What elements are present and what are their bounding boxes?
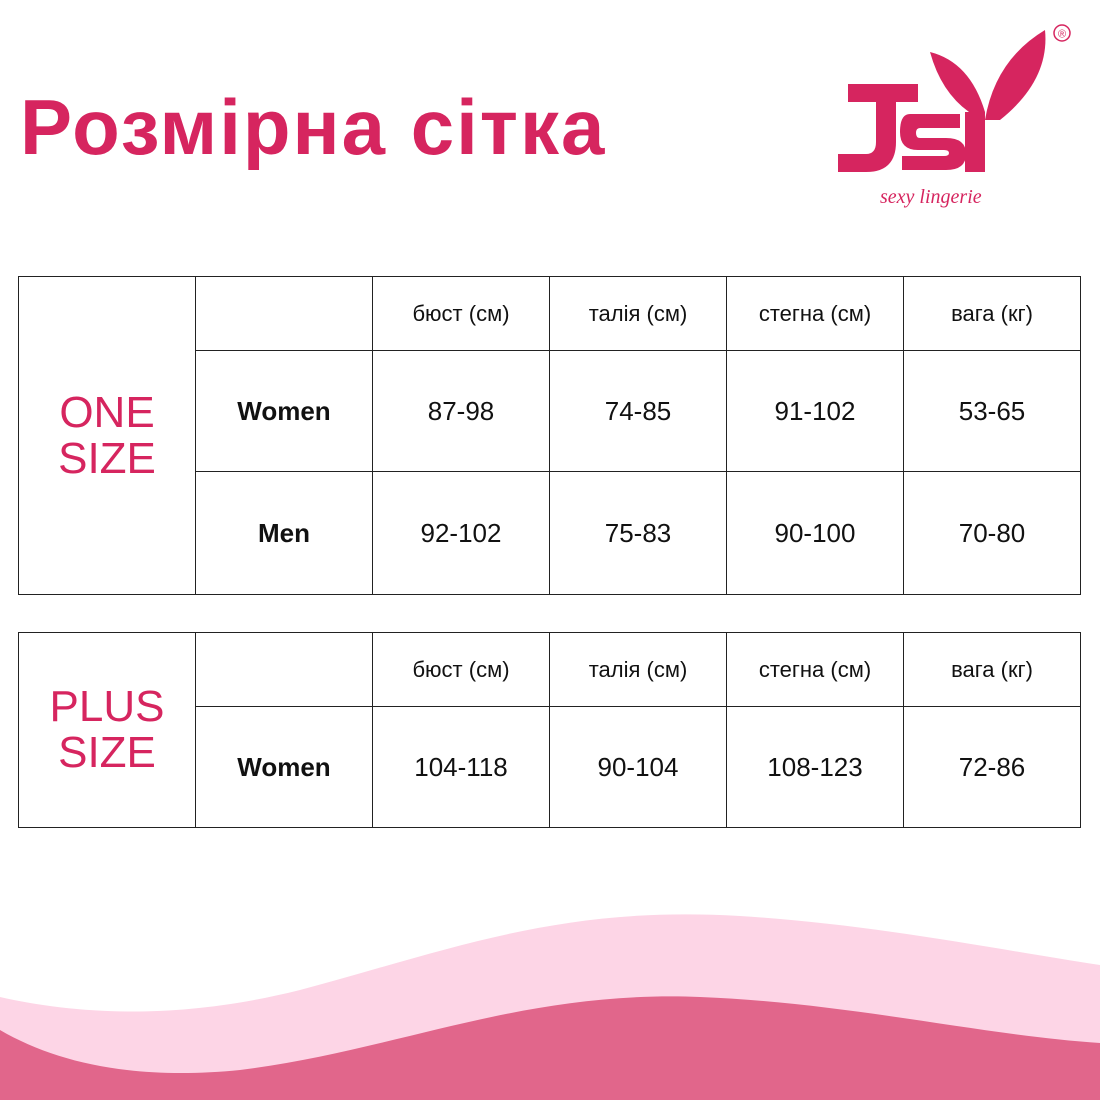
plus-size-table: PLUS SIZE бюст (см) талія (см) стегна (см… bbox=[18, 632, 1081, 828]
empty-header-cell bbox=[195, 276, 373, 351]
cell: 92-102 bbox=[372, 471, 550, 595]
jsy-logo: ® sexy lingerie bbox=[838, 24, 1071, 208]
one-size-label: ONE SIZE bbox=[18, 276, 196, 595]
column-header: вага (кг) bbox=[903, 276, 1081, 351]
column-header: стегна (см) bbox=[726, 632, 904, 707]
row-label: Women bbox=[195, 706, 373, 828]
cell: 72-86 bbox=[903, 706, 1081, 828]
page-title: Розмірна сітка bbox=[20, 83, 607, 171]
table-row: Men 92-102 75-83 90-100 70-80 bbox=[19, 471, 1081, 595]
logo-tagline: sexy lingerie bbox=[880, 186, 982, 208]
one-size-table: ONE SIZE бюст (см) талія (см) стегна (см)… bbox=[18, 276, 1081, 595]
cell: 91-102 bbox=[726, 350, 904, 472]
row-label: Women bbox=[195, 350, 373, 472]
cell: 75-83 bbox=[549, 471, 727, 595]
cell: 108-123 bbox=[726, 706, 904, 828]
cell: 53-65 bbox=[903, 350, 1081, 472]
column-header: талія (см) bbox=[549, 276, 727, 351]
column-header: талія (см) bbox=[549, 632, 727, 707]
cell: 90-104 bbox=[549, 706, 727, 828]
column-header: бюст (см) bbox=[372, 276, 550, 351]
table-row: Women 87-98 74-85 91-102 53-65 bbox=[19, 350, 1081, 472]
column-header: стегна (см) bbox=[726, 276, 904, 351]
cell: 74-85 bbox=[549, 350, 727, 472]
plus-size-label: PLUS SIZE bbox=[18, 632, 196, 828]
decorative-wave bbox=[0, 914, 1100, 1100]
cell: 90-100 bbox=[726, 471, 904, 595]
column-header: бюст (см) bbox=[372, 632, 550, 707]
table-row: Women 104-118 90-104 108-123 72-86 bbox=[19, 706, 1081, 828]
wave-dark bbox=[0, 996, 1100, 1100]
column-header: вага (кг) bbox=[903, 632, 1081, 707]
cell: 104-118 bbox=[372, 706, 550, 828]
registered-mark: ® bbox=[1058, 29, 1066, 41]
row-label: Men bbox=[195, 471, 373, 595]
cell: 87-98 bbox=[372, 350, 550, 472]
empty-header-cell bbox=[195, 632, 373, 707]
cell: 70-80 bbox=[903, 471, 1081, 595]
